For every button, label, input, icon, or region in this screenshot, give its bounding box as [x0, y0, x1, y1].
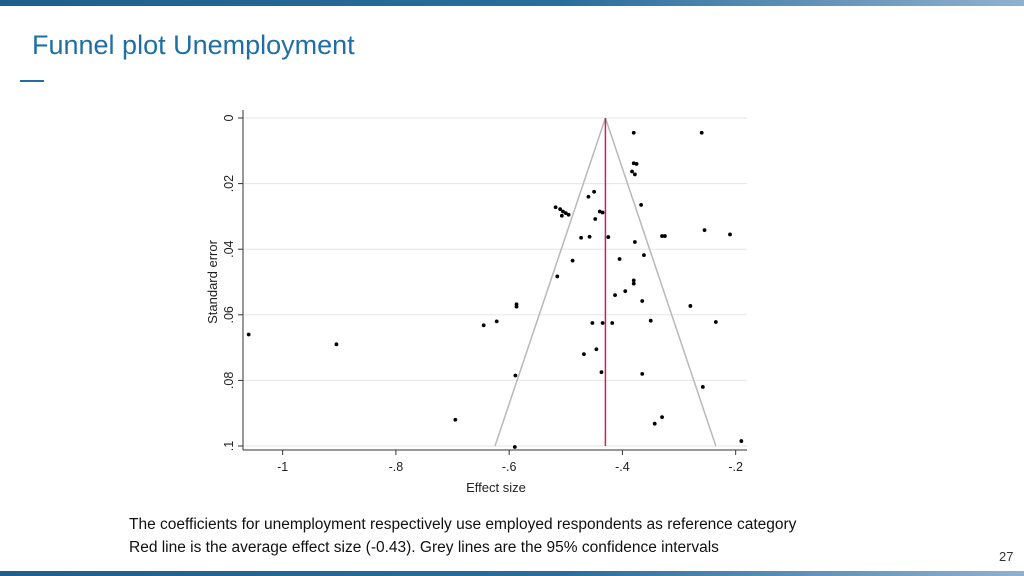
slide-title: Funnel plot Unemployment — [32, 30, 355, 60]
data-point-18 — [702, 228, 707, 233]
data-point-29 — [555, 274, 560, 279]
y-axis-title: Standard error — [205, 239, 220, 323]
data-point-53 — [453, 417, 458, 422]
axis-labels: -1 -.8 -.6 -.4 -.2 0 .02 .04 .06 .08 .1 — [222, 114, 743, 474]
x-tick-label-3: -.4 — [615, 460, 630, 474]
data-points — [246, 130, 744, 449]
data-point-36 — [514, 304, 519, 309]
data-point-46 — [334, 342, 339, 347]
data-point-54 — [660, 415, 664, 420]
data-point-55 — [652, 421, 657, 426]
data-point-1 — [699, 130, 704, 135]
data-point-32 — [623, 289, 628, 294]
data-point-33 — [613, 293, 617, 298]
x-tick-label-1: -.8 — [389, 460, 404, 474]
data-point-39 — [494, 319, 499, 324]
data-point-37 — [688, 304, 693, 308]
y-tick-label-0: 0 — [222, 114, 236, 121]
data-point-20 — [660, 234, 664, 238]
top-accent-bar — [0, 0, 1024, 6]
data-point-7 — [586, 194, 591, 199]
slide-caption: The coefficients for unemployment respec… — [129, 513, 796, 559]
data-point-49 — [599, 370, 604, 375]
data-point-0 — [631, 130, 636, 135]
data-point-51 — [640, 371, 645, 376]
data-point-31 — [631, 281, 636, 286]
gridlines — [243, 117, 747, 447]
data-point-14 — [559, 213, 564, 218]
data-point-3 — [634, 162, 639, 166]
ci-line-1 — [604, 117, 717, 447]
data-point-8 — [639, 203, 644, 207]
data-point-16 — [600, 210, 605, 215]
y-tick-label-4: .08 — [222, 372, 236, 389]
data-point-23 — [587, 234, 592, 239]
y-tick-label-3: .06 — [222, 306, 236, 323]
data-point-45 — [246, 332, 251, 337]
data-point-47 — [594, 347, 599, 352]
data-point-30 — [631, 278, 636, 283]
data-point-10 — [558, 207, 563, 212]
data-point-27 — [617, 257, 622, 261]
data-point-2 — [631, 161, 636, 166]
data-point-57 — [739, 439, 744, 443]
data-point-43 — [610, 321, 615, 325]
data-point-6 — [592, 189, 597, 194]
data-point-22 — [579, 235, 583, 240]
bottom-accent-bar — [0, 571, 1024, 576]
y-tick-label-5: .1 — [222, 441, 236, 451]
axes — [238, 110, 747, 455]
data-point-34 — [640, 299, 645, 303]
data-point-52 — [700, 385, 705, 389]
data-point-50 — [513, 373, 518, 378]
ci-line-0 — [494, 117, 607, 447]
data-point-42 — [600, 321, 605, 325]
data-point-12 — [563, 211, 568, 216]
x-tick-label-2: -.6 — [502, 460, 517, 474]
data-point-26 — [642, 253, 646, 258]
data-point-19 — [728, 232, 732, 237]
data-point-40 — [481, 323, 486, 328]
data-point-24 — [606, 235, 611, 239]
y-tick-label-1: .02 — [222, 175, 236, 192]
x-tick-label-4: -.2 — [728, 460, 743, 474]
data-point-28 — [570, 258, 575, 263]
data-point-17 — [593, 217, 598, 221]
data-point-25 — [632, 240, 637, 244]
data-point-9 — [553, 205, 558, 210]
y-tick-label-2: .04 — [222, 240, 236, 257]
data-point-21 — [662, 234, 667, 238]
data-point-11 — [561, 209, 565, 214]
page-number: 27 — [999, 549, 1014, 564]
caption-line-1: The coefficients for unemployment respec… — [129, 516, 797, 533]
data-point-48 — [582, 352, 586, 357]
title-underline — [20, 80, 44, 82]
data-point-13 — [566, 212, 571, 217]
data-point-38 — [648, 318, 653, 323]
data-point-41 — [590, 321, 595, 325]
data-point-4 — [630, 169, 634, 174]
data-point-56 — [512, 445, 517, 449]
data-point-44 — [713, 320, 718, 324]
funnel-plot-chart: -1 -.8 -.6 -.4 -.2 0 .02 .04 .06 .08 .1 Effect siz… — [205, 110, 747, 495]
funnel-lines — [494, 117, 717, 447]
caption-line-2: Red line is the average effect size (-0.… — [129, 539, 719, 556]
data-point-5 — [632, 172, 637, 177]
x-tick-label-0: -1 — [277, 460, 288, 474]
x-axis-title: Effect size — [466, 480, 526, 495]
